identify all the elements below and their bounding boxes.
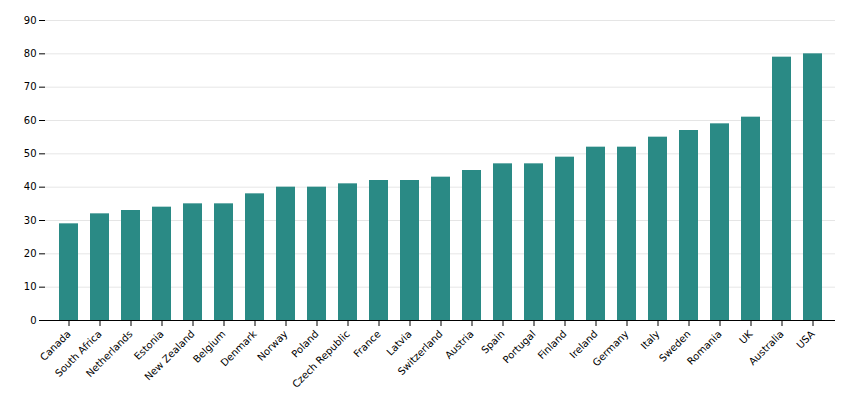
svg-text:Portugal: Portugal xyxy=(501,328,538,365)
svg-text:Latvia: Latvia xyxy=(384,328,413,357)
svg-text:80: 80 xyxy=(24,48,37,59)
svg-text:10: 10 xyxy=(24,281,37,292)
svg-text:Ireland: Ireland xyxy=(567,328,600,361)
svg-text:30: 30 xyxy=(24,215,37,226)
svg-text:Italy: Italy xyxy=(639,328,662,351)
svg-text:Poland: Poland xyxy=(289,328,321,360)
svg-text:50: 50 xyxy=(24,148,37,159)
svg-text:70: 70 xyxy=(24,81,37,92)
svg-text:Norway: Norway xyxy=(255,328,290,363)
svg-text:Switzerland: Switzerland xyxy=(396,328,445,377)
svg-text:Australia: Australia xyxy=(747,328,786,367)
svg-text:Canada: Canada xyxy=(38,328,73,363)
svg-text:Romania: Romania xyxy=(685,328,724,367)
svg-text:Germany: Germany xyxy=(590,328,630,368)
svg-text:Belgium: Belgium xyxy=(190,328,228,365)
svg-text:UK: UK xyxy=(737,328,755,346)
svg-text:New Zealand: New Zealand xyxy=(142,328,196,382)
svg-text:Spain: Spain xyxy=(479,328,507,356)
svg-text:Denmark: Denmark xyxy=(218,328,258,368)
svg-text:60: 60 xyxy=(24,115,37,126)
svg-text:USA: USA xyxy=(794,328,817,351)
svg-text:Sweden: Sweden xyxy=(656,328,693,364)
svg-text:Austria: Austria xyxy=(443,328,476,361)
svg-text:France: France xyxy=(351,328,382,359)
svg-text:South Africa: South Africa xyxy=(52,328,104,379)
svg-text:20: 20 xyxy=(24,248,37,259)
svg-text:40: 40 xyxy=(24,181,37,192)
svg-text:Czech Republic: Czech Republic xyxy=(290,328,352,390)
svg-text:0: 0 xyxy=(30,315,36,326)
svg-text:Estonia: Estonia xyxy=(131,328,166,362)
svg-text:90: 90 xyxy=(24,15,37,26)
svg-text:Netherlands: Netherlands xyxy=(84,328,135,379)
svg-text:Finland: Finland xyxy=(536,328,569,361)
